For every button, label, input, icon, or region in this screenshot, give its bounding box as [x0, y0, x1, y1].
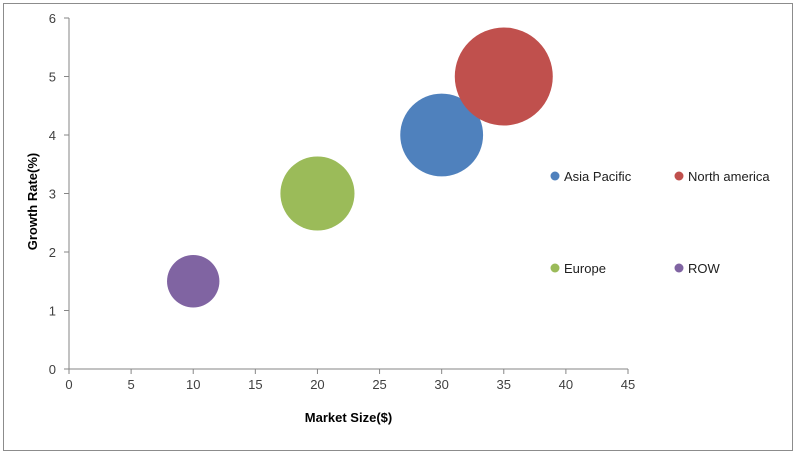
legend-label: North america	[688, 169, 770, 184]
y-tick-label: 3	[49, 187, 56, 202]
x-tick-label: 25	[372, 377, 386, 392]
bubble-europe	[280, 156, 355, 231]
x-tick-label: 5	[127, 377, 134, 392]
legend-marker	[674, 171, 684, 181]
y-tick-label: 1	[49, 304, 56, 319]
legend-marker	[674, 263, 684, 273]
bubbles	[167, 27, 553, 308]
y-tick-label: 2	[49, 245, 56, 260]
legend-label: Asia Pacific	[564, 169, 632, 184]
chart-frame	[3, 3, 793, 451]
x-tick-label: 40	[559, 377, 573, 392]
x-tick-label: 30	[434, 377, 448, 392]
x-tick-label: 0	[65, 377, 72, 392]
x-tick-label: 45	[621, 377, 635, 392]
y-tick-label: 6	[49, 11, 56, 26]
y-axis-title: Growth Rate(%)	[25, 153, 40, 251]
x-tick-label: 15	[248, 377, 262, 392]
x-tick-label: 20	[310, 377, 324, 392]
bubble-asia-pacific	[400, 93, 484, 177]
bubble-row	[167, 255, 220, 308]
legend-label: ROW	[688, 261, 721, 276]
x-tick-label: 35	[497, 377, 511, 392]
legend-marker	[550, 263, 560, 273]
y-tick-label: 5	[49, 70, 56, 85]
bubble-north-america	[454, 27, 553, 126]
x-axis-title: Market Size($)	[305, 410, 392, 425]
x-tick-label: 10	[186, 377, 200, 392]
y-tick-label: 0	[49, 362, 56, 377]
legend: Asia Pacific North america Europe ROW	[550, 169, 770, 276]
legend-marker	[550, 171, 560, 181]
legend-label: Europe	[564, 261, 606, 276]
y-tick-label: 4	[49, 128, 56, 143]
